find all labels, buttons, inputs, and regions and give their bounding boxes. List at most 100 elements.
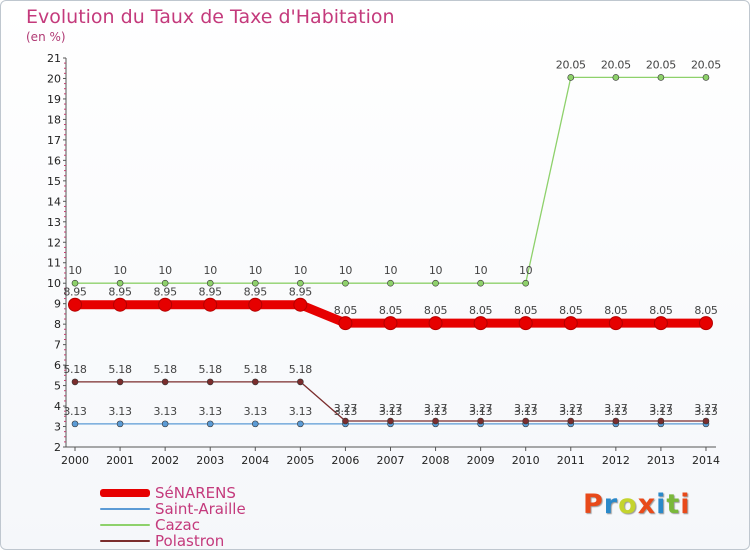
x-tick-label: 2012 xyxy=(602,454,630,467)
data-label-saint-araille: 3.13 xyxy=(424,405,448,418)
logo-letter: t xyxy=(666,489,681,520)
y-tick-label: 7 xyxy=(54,339,61,352)
data-point-cazac xyxy=(567,74,575,81)
data-label-saint-araille: 3.13 xyxy=(108,405,132,418)
data-label-saint-araille: 3.13 xyxy=(559,405,583,418)
chart-subtitle: (en %) xyxy=(26,30,66,44)
data-label-s-narens: 8.05 xyxy=(424,304,448,317)
data-label-cazac: 10 xyxy=(204,264,218,277)
legend-label: SéNARENS xyxy=(155,484,236,502)
data-label-saint-araille: 3.13 xyxy=(244,405,268,418)
legend-item-senarens: SéNARENS xyxy=(100,484,360,502)
y-tick-label: 11 xyxy=(47,257,61,270)
chart-legend: SéNARENS Saint-Araille Cazac Polastron xyxy=(100,484,360,550)
data-point-polastron xyxy=(702,417,710,425)
y-tick-label: 18 xyxy=(47,113,61,126)
data-point-cazac xyxy=(477,279,484,287)
x-tick-label: 2014 xyxy=(692,454,720,467)
data-label-saint-araille: 3.13 xyxy=(604,405,628,418)
data-point-polastron xyxy=(387,417,394,425)
data-point-polastron xyxy=(612,417,620,425)
data-point-s-narens xyxy=(518,316,533,331)
data-label-polastron: 5.18 xyxy=(63,363,87,376)
data-point-saint-araille xyxy=(297,420,304,428)
data-label-cazac: 10 xyxy=(339,264,353,277)
data-label-s-narens: 8.05 xyxy=(469,304,493,317)
data-point-polastron xyxy=(297,378,304,386)
data-point-s-narens xyxy=(203,297,218,312)
y-tick-label: 9 xyxy=(54,298,61,311)
y-tick-label: 12 xyxy=(47,236,61,249)
data-point-cazac xyxy=(702,74,710,81)
data-label-cazac: 10 xyxy=(249,264,263,277)
data-label-cazac: 20.05 xyxy=(646,58,676,71)
y-tick-label: 3 xyxy=(54,421,61,434)
data-label-polastron: 3.27 xyxy=(694,402,718,415)
data-label-polastron: 3.27 xyxy=(559,402,583,415)
data-label-s-narens: 8.95 xyxy=(199,286,223,299)
logo-letter: i xyxy=(656,489,667,520)
data-point-polastron xyxy=(567,417,575,425)
legend-item-cazac: Cazac xyxy=(100,516,360,534)
data-point-s-narens xyxy=(653,316,668,331)
legend-swatch xyxy=(100,540,150,542)
y-tick-label: 8 xyxy=(54,318,61,331)
x-tick-label: 2006 xyxy=(331,454,359,467)
data-label-saint-araille: 3.13 xyxy=(514,405,538,418)
data-label-cazac: 10 xyxy=(384,264,398,277)
data-label-saint-araille: 3.13 xyxy=(153,405,177,418)
y-tick-label: 13 xyxy=(47,216,61,229)
x-tick-label: 2003 xyxy=(196,454,224,467)
data-label-saint-araille: 3.13 xyxy=(63,405,87,418)
data-label-cazac: 20.05 xyxy=(601,58,631,71)
x-tick-label: 2009 xyxy=(467,454,495,467)
y-tick-label: 16 xyxy=(47,154,61,167)
data-label-s-narens: 8.95 xyxy=(153,286,177,299)
data-point-saint-araille xyxy=(206,420,214,428)
data-label-s-narens: 8.95 xyxy=(108,286,132,299)
data-point-cazac xyxy=(297,279,304,287)
series-line-cazac xyxy=(75,76,706,284)
x-tick-label: 2005 xyxy=(286,454,314,467)
data-point-polastron xyxy=(522,417,530,425)
data-label-polastron: 5.18 xyxy=(153,363,177,376)
data-point-saint-araille xyxy=(116,420,124,428)
y-tick-label: 21 xyxy=(47,52,61,65)
y-tick-label: 10 xyxy=(47,277,61,290)
chart-axes: 2 3 4 5 6 7 8 9 10 11 12 13 14 15 16 17 18 19 20 21 2000 2001… xyxy=(47,52,720,467)
data-label-s-narens: 8.05 xyxy=(514,304,538,317)
data-label-polastron: 5.18 xyxy=(244,363,268,376)
logo-letter: P xyxy=(583,489,604,520)
data-label-polastron: 3.27 xyxy=(514,402,538,415)
data-point-cazac xyxy=(432,279,439,287)
data-point-polastron xyxy=(251,378,259,386)
y-tick-label: 15 xyxy=(47,175,61,188)
data-label-cazac: 10 xyxy=(429,264,443,277)
data-point-cazac xyxy=(657,74,665,81)
data-point-s-narens xyxy=(338,316,353,331)
y-tick-label: 5 xyxy=(54,380,61,393)
data-point-s-narens xyxy=(563,316,578,331)
data-label-cazac: 10 xyxy=(519,264,533,277)
data-point-s-narens xyxy=(428,316,443,331)
data-point-cazac xyxy=(612,74,620,81)
data-label-saint-araille: 3.13 xyxy=(469,405,493,418)
x-tick-label: 2007 xyxy=(376,454,404,467)
data-label-polastron: 3.27 xyxy=(424,402,448,415)
data-label-cazac: 10 xyxy=(294,264,308,277)
legend-swatch xyxy=(100,508,150,510)
data-label-cazac: 10 xyxy=(474,264,488,277)
data-label-polastron: 5.18 xyxy=(289,363,313,376)
data-label-polastron: 3.27 xyxy=(379,402,403,415)
data-label-polastron: 3.27 xyxy=(604,402,628,415)
data-point-s-narens xyxy=(293,297,308,312)
series-layer xyxy=(68,74,713,428)
data-label-cazac: 10 xyxy=(113,264,127,277)
data-label-s-narens: 8.95 xyxy=(289,286,313,299)
data-point-cazac xyxy=(161,279,169,287)
x-tick-label: 2004 xyxy=(241,454,269,467)
data-point-cazac xyxy=(116,279,124,287)
data-label-saint-araille: 3.13 xyxy=(694,405,718,418)
x-tick-label: 2000 xyxy=(61,454,89,467)
